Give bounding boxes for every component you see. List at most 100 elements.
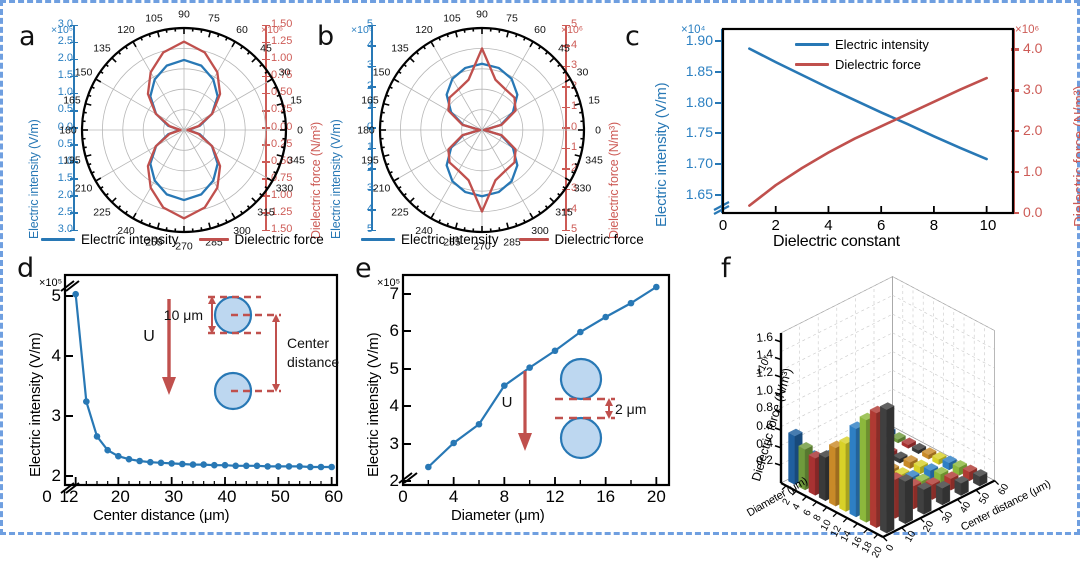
inset-voltage-label: U <box>143 328 155 345</box>
series-line-dielectric <box>749 78 986 206</box>
panel-a: a ×10⁵ Electric intensity (V/m) ×10⁶ Die… <box>15 11 315 256</box>
data-point <box>602 314 609 321</box>
tick-label: 30 <box>164 487 184 507</box>
data-point <box>328 464 335 471</box>
panel-b-left-axis-title: Electric intensity (V/m) <box>329 119 343 239</box>
panel-c-right-exponent: ×10⁶ <box>1015 24 1039 36</box>
panel-c-right-axis-title: Dielectric force (N/m³) <box>1071 86 1080 227</box>
data-point <box>275 463 282 470</box>
tick-label: 3.0 <box>1023 81 1042 97</box>
panel-b-right-axis-title: Dielectric force (N/m³) <box>607 122 621 239</box>
data-point <box>211 462 218 469</box>
polar-angle-label: 195 <box>63 155 81 167</box>
legend-label-electric: Electric intensity <box>81 232 179 247</box>
inset-voltage-label: U <box>502 394 513 411</box>
polar-angle-label: 345 <box>287 155 305 167</box>
data-point <box>307 464 314 471</box>
panel-a-polar-plot: 0153045607590105120135150165180195210225… <box>77 23 292 241</box>
data-point <box>243 463 250 470</box>
polar-angle-label: 90 <box>178 9 190 21</box>
axis-tick-mark <box>715 163 723 165</box>
bar <box>899 474 913 523</box>
tick-label: 5 <box>339 18 373 30</box>
polar-angle-label: 195 <box>361 155 379 167</box>
panel-b-label: b <box>317 23 334 50</box>
data-point <box>286 463 293 470</box>
tick-label: 4 <box>821 217 835 234</box>
tick-label: 4 <box>45 346 61 366</box>
polar-angle-label: 330 <box>574 183 592 195</box>
tick-label: 5 <box>383 359 399 379</box>
tick-label: 2 <box>769 217 783 234</box>
panel-c: c ×10⁴ Electric intensity (V/m) ×10⁶ Die… <box>623 11 1078 256</box>
tick-label: 1.90 <box>675 32 713 48</box>
inset-particle <box>561 359 601 399</box>
inset-gap-label: 2 μm <box>615 401 646 417</box>
axis-tick-mark <box>715 102 723 104</box>
data-point <box>190 461 197 468</box>
polar-angle-label: 345 <box>585 155 603 167</box>
data-point <box>115 453 122 460</box>
polar-angle-label: 315 <box>257 207 275 219</box>
panel-e-line-plot: U 2 μm <box>403 275 669 485</box>
panel-c-x-axis-title: Dielectric constant <box>773 233 900 251</box>
bar <box>973 469 987 486</box>
polar-angle-label: 315 <box>555 207 573 219</box>
tick-label: 1.85 <box>675 63 713 79</box>
panel-e-x-axis-title: Diameter (μm) <box>451 507 545 524</box>
tick-label: 6 <box>874 217 888 234</box>
tick-label: 0.5 <box>39 138 73 150</box>
polar-angle-label: 225 <box>391 207 409 219</box>
tick-label: 2.0 <box>1023 122 1042 138</box>
panel-c-left-axis-title: Electric intensity (V/m) <box>653 83 670 227</box>
tick-label: 3 <box>383 434 399 454</box>
polar-angle-label: 165 <box>63 94 81 106</box>
data-point <box>136 458 143 465</box>
tick-label: 20 <box>110 487 130 507</box>
axis-tick-mark <box>715 40 723 42</box>
polar-angle-label: 30 <box>279 67 291 79</box>
polar-angle-label: 45 <box>260 42 272 54</box>
polar-angle-label: 105 <box>443 12 461 24</box>
polar-angle-label: 30 <box>577 67 589 79</box>
polar-angle-label: 0 <box>297 125 303 137</box>
data-point <box>222 462 229 469</box>
tick-label: 0.4 <box>738 435 773 452</box>
legend-label-dielectric: Dielectric force <box>235 232 324 247</box>
data-point <box>628 300 635 307</box>
data-point <box>526 364 533 371</box>
legend-line-dielectric <box>519 238 549 241</box>
panel-b-polar-plot: 0153045607590105120135150165180195210225… <box>375 23 590 241</box>
legend-line-electric <box>795 43 829 46</box>
panel-a-label: a <box>19 23 36 50</box>
tick-label: 20 <box>646 487 666 507</box>
polar-angle-label: 60 <box>534 24 546 36</box>
tick-label: 60 <box>324 487 344 507</box>
tick-label: 3.0 <box>39 18 73 30</box>
legend-label-electric: Electric intensity <box>835 37 929 52</box>
tick-label: 1.70 <box>675 155 713 171</box>
polar-angle-label: 210 <box>373 183 391 195</box>
legend-line-electric <box>41 238 75 241</box>
inset-distance-label-line2: distance <box>287 354 339 370</box>
polar-angle-label: 135 <box>391 42 409 54</box>
panel-e-label: e <box>355 255 372 282</box>
data-point <box>168 460 175 467</box>
axis-tick-mark <box>715 194 723 196</box>
tick-label: 1 <box>339 141 373 153</box>
data-point <box>501 382 508 389</box>
data-point <box>179 461 186 468</box>
polar-angle-label: 150 <box>75 67 93 79</box>
polar-angle-label: 75 <box>506 12 518 24</box>
panel-e: e ×10⁵ Electric intensity (V/m) Diameter… <box>347 255 677 535</box>
tick-label: 3 <box>339 59 373 71</box>
panel-d-y-axis-title: Electric intensity (V/m) <box>27 333 44 477</box>
data-point <box>254 463 261 470</box>
tick-label: 1.0 <box>1023 163 1042 179</box>
data-point <box>147 459 154 466</box>
data-point <box>577 329 584 336</box>
tick-label: 10 <box>980 217 994 234</box>
bar <box>955 476 969 495</box>
polar-angle-label: 105 <box>145 12 163 24</box>
